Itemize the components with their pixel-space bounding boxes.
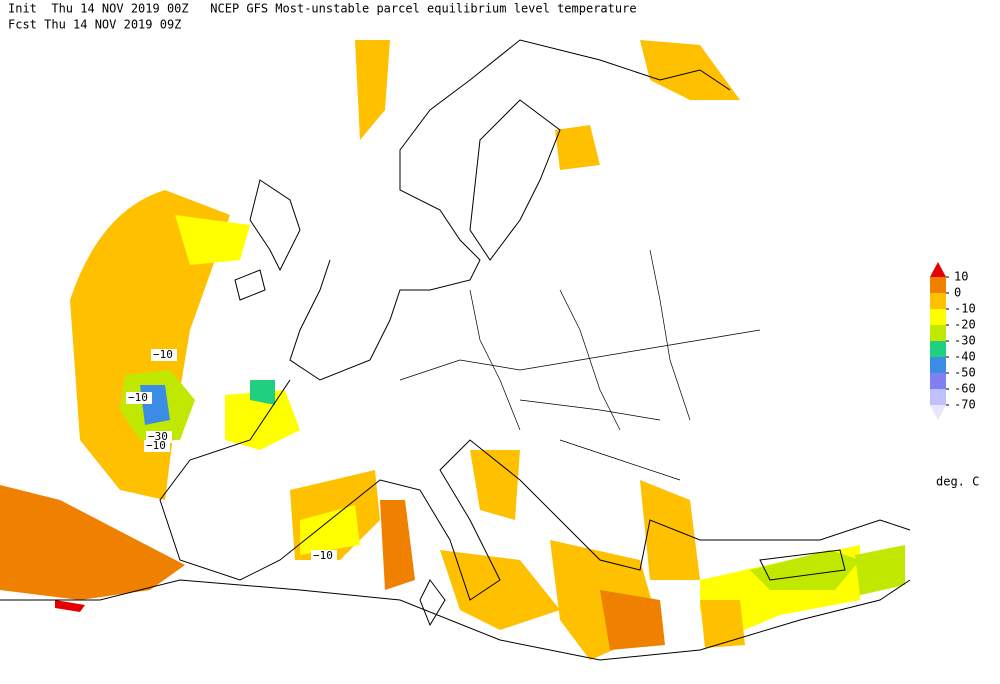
legend-band (930, 341, 946, 357)
label-box (144, 440, 170, 452)
legend-tick-label: -20 (954, 318, 976, 332)
border (399, 249, 761, 481)
unit-label: deg. C (936, 475, 979, 489)
legend-band (930, 277, 946, 293)
coastlines (0, 39, 911, 661)
coastline (469, 99, 561, 261)
legend-tick-label: -10 (954, 302, 976, 316)
patch (750, 550, 860, 590)
patch (700, 600, 745, 648)
legend-band (930, 357, 946, 373)
legend-tick-label: 0 (954, 286, 961, 300)
patch (640, 480, 700, 580)
patch (70, 190, 230, 500)
patch (250, 380, 275, 405)
coastline (0, 579, 911, 661)
coastline (234, 269, 266, 301)
contour-label: −10 (128, 391, 148, 404)
patch (0, 485, 185, 600)
patch (300, 505, 360, 555)
legend-arrow-bottom (930, 405, 946, 420)
patch (855, 545, 905, 595)
legend-band (930, 325, 946, 341)
patch (355, 40, 390, 140)
header-line2: Fcst Thu 14 NOV 2019 09Z (8, 18, 181, 32)
patch (55, 600, 85, 612)
field-patches (0, 40, 905, 660)
coastline (289, 39, 731, 381)
contour-label: −10 (146, 439, 166, 452)
patch (600, 590, 665, 650)
legend-band (930, 293, 946, 309)
coastline (159, 379, 911, 601)
coastline (759, 549, 846, 581)
legend: 10 0 -10 -20 -30 -40 -50 -60 -70 (930, 262, 976, 420)
legend-band (930, 373, 946, 389)
contour-labels: −10−10−30−10−10 (126, 348, 337, 562)
contour-label: −10 (313, 549, 333, 562)
coastline (419, 579, 446, 627)
legend-tick-label: -40 (954, 350, 976, 364)
legend-tick-label: -30 (954, 334, 976, 348)
contour-label: −10 (153, 348, 173, 361)
legend-tick-label: 10 (954, 270, 968, 284)
coastline (249, 179, 301, 272)
legend-arrow-top (930, 262, 946, 277)
label-box (151, 349, 177, 361)
label-box (126, 392, 152, 404)
legend-tick-label: -70 (954, 398, 976, 412)
legend-band (930, 309, 946, 325)
contour-label: −30 (148, 430, 168, 443)
label-box (311, 550, 337, 562)
patch (380, 500, 415, 590)
patch (225, 390, 300, 450)
legend-band (930, 389, 946, 405)
patch (640, 40, 740, 100)
header-line1: Init Thu 14 NOV 2019 00Z NCEP GFS Most-u… (8, 2, 637, 16)
legend-tick-label: -60 (954, 382, 976, 396)
legend-tick-label: -50 (954, 366, 976, 380)
patch (470, 450, 520, 520)
patch (555, 125, 600, 170)
patch (440, 550, 560, 630)
patch (175, 215, 250, 265)
